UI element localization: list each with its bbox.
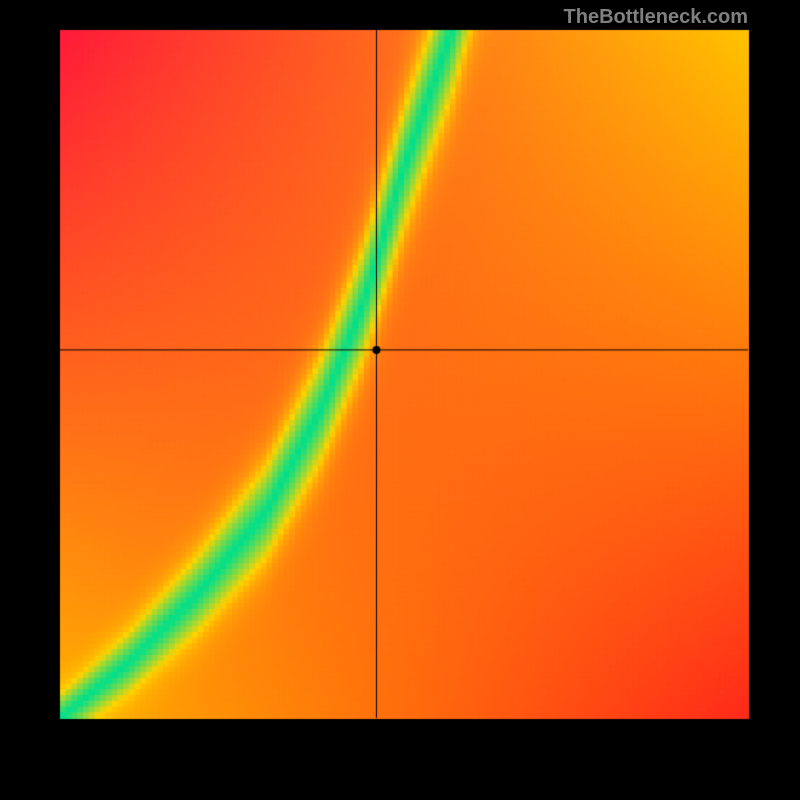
watermark-text: TheBottleneck.com — [564, 6, 748, 29]
bottleneck-heatmap — [0, 0, 800, 800]
chart-container: { "canvas": { "width": 800, "height": 80… — [0, 0, 800, 800]
